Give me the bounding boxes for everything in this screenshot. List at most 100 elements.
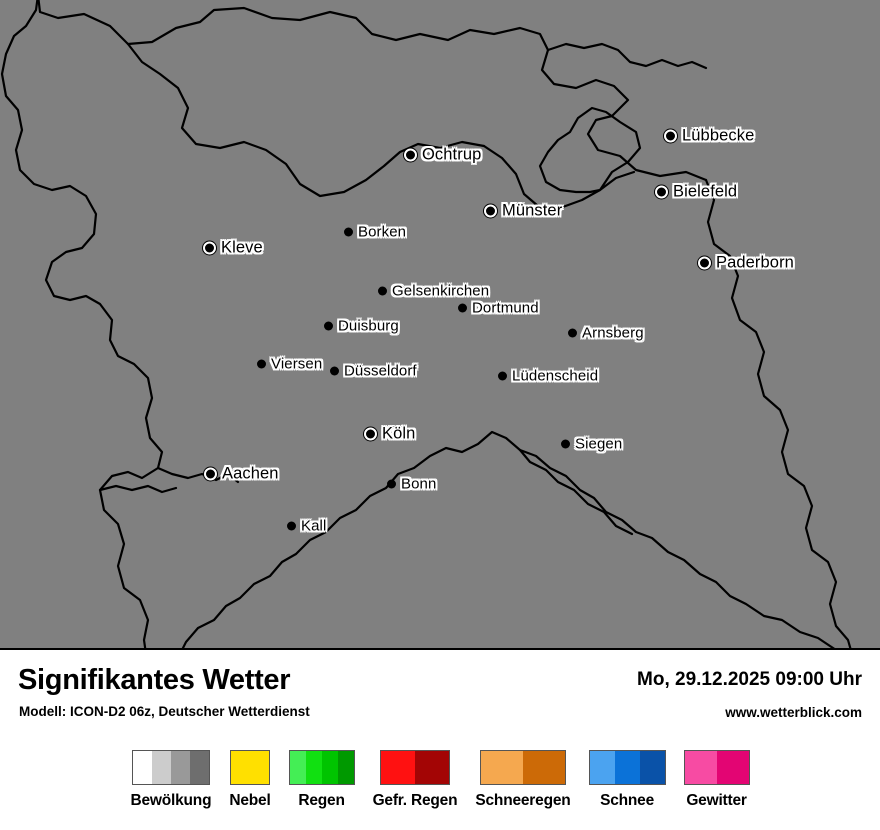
city-label: Arnsberg — [582, 324, 644, 342]
city-label: Lüdenscheid — [512, 367, 599, 385]
city-dot-icon — [498, 371, 507, 381]
city-dot-icon — [568, 328, 577, 338]
city-marker: Duisburg — [324, 318, 399, 335]
city-marker: Bielefeld — [655, 183, 737, 202]
forecast-datetime: Mo, 29.12.2025 09:00 Uhr — [637, 669, 862, 690]
city-label: Ochtrup — [422, 145, 482, 164]
legend-label: Bewölkung — [130, 792, 212, 809]
weather-map-panel[interactable]: Ochtrup Münster Kleve Borken Lübbecke Bielefe… — [0, 0, 880, 650]
website-url: www.wetterblick.com — [725, 705, 862, 720]
city-label: Kleve — [221, 238, 263, 257]
legend-color-segment — [522, 751, 565, 784]
city-marker: Gelsenkirchen — [378, 283, 489, 300]
city-marker: Münster — [484, 202, 562, 221]
city-marker: Kall — [287, 518, 326, 535]
legend-label: Regen — [298, 792, 345, 809]
city-dot-icon — [484, 204, 497, 218]
city-label: Gelsenkirchen — [392, 282, 490, 300]
rain-swatch — [288, 750, 355, 785]
city-marker: Siegen — [561, 436, 622, 453]
city-marker: Köln — [364, 425, 415, 444]
city-dot-icon — [387, 479, 396, 489]
legend-item-snow: Schnee — [588, 750, 666, 810]
legend-color-segment — [289, 751, 306, 784]
city-dot-icon — [404, 148, 417, 162]
city-marker: Arnsberg — [568, 325, 644, 342]
city-label: Duisburg — [338, 317, 399, 335]
footer-text-row: Signifikantes Wetter Modell: ICON-D2 06z… — [0, 650, 880, 720]
legend-color-segment — [321, 751, 338, 784]
fog-swatch — [229, 750, 270, 785]
city-label: Lübbecke — [682, 126, 755, 145]
cloud-cover-swatch — [131, 750, 210, 785]
legend-color-segment — [170, 751, 190, 784]
legend-color-segment — [480, 751, 523, 784]
legend-item-thunderstorm: Gewitter — [683, 750, 750, 810]
legend-label: Schnee — [600, 792, 654, 809]
significant-weather-raster — [0, 0, 880, 648]
legend-item-freezing-rain: Gefr. Regen — [373, 750, 458, 810]
city-label: Siegen — [575, 435, 623, 453]
footer-panel: Signifikantes Wetter Modell: ICON-D2 06z… — [0, 650, 880, 830]
legend-item-fog: Nebel — [229, 750, 271, 810]
city-dot-icon — [458, 303, 467, 313]
legend-color-segment — [151, 751, 171, 784]
city-marker: Lübbecke — [664, 127, 754, 146]
legend-color-segment — [230, 751, 269, 784]
legend-color-segment — [614, 751, 640, 784]
page-title: Signifikantes Wetter — [18, 664, 291, 696]
city-marker: Lüdenscheid — [498, 368, 598, 385]
administrative-borders-layer — [0, 0, 852, 648]
legend-item-sleet: Schneeregen — [475, 750, 571, 810]
city-marker: Düsseldorf — [330, 363, 417, 380]
city-label: Münster — [502, 201, 563, 220]
city-dot-icon — [257, 359, 266, 369]
legend-item-rain: Regen — [288, 750, 355, 810]
weather-legend: Bewölkung Nebel Regen Gefr. Regen Schneerege… — [0, 750, 880, 810]
city-marker: Borken — [344, 224, 406, 241]
city-marker: Aachen — [204, 465, 279, 484]
city-label: Borken — [358, 223, 407, 241]
legend-color-segment — [414, 751, 449, 784]
city-dot-icon — [203, 241, 216, 255]
city-dot-icon — [698, 256, 711, 270]
city-dot-icon — [204, 467, 217, 481]
city-label: Paderborn — [716, 253, 794, 272]
city-dot-icon — [664, 129, 677, 143]
city-dot-icon — [344, 227, 353, 237]
city-label: Kall — [301, 517, 327, 535]
city-label: Köln — [382, 424, 416, 443]
model-subtitle: Modell: ICON-D2 06z, Deutscher Wetterdie… — [19, 704, 310, 719]
city-label: Dortmund — [472, 299, 539, 317]
legend-label: Gefr. Regen — [372, 792, 458, 809]
city-dot-icon — [287, 521, 296, 531]
city-dot-icon — [561, 439, 570, 449]
legend-color-segment — [716, 751, 749, 784]
legend-label: Nebel — [229, 792, 271, 809]
city-marker: Viersen — [257, 356, 322, 373]
legend-color-segment — [684, 751, 717, 784]
legend-color-segment — [305, 751, 322, 784]
legend-color-segment — [337, 751, 354, 784]
legend-color-segment — [380, 751, 415, 784]
city-dot-icon — [378, 286, 387, 296]
legend-label: Gewitter — [686, 792, 747, 809]
city-dot-icon — [324, 321, 333, 331]
city-dot-icon — [655, 185, 668, 199]
city-labels-layer: Ochtrup Münster Kleve Borken Lübbecke Bielefe… — [203, 127, 794, 535]
legend-item-cloud-cover: Bewölkung — [130, 750, 212, 810]
city-marker: Kleve — [203, 239, 263, 258]
legend-label: Schneeregen — [475, 792, 571, 809]
city-dot-icon — [364, 427, 377, 441]
legend-color-segment — [132, 751, 152, 784]
city-label: Viersen — [271, 355, 323, 373]
freezing-rain-swatch — [379, 750, 450, 785]
city-label: Aachen — [222, 464, 279, 483]
city-dot-icon — [330, 366, 339, 376]
city-marker: Ochtrup — [404, 146, 481, 165]
thunderstorm-swatch — [683, 750, 750, 785]
city-label: Düsseldorf — [344, 362, 417, 380]
legend-color-segment — [189, 751, 209, 784]
legend-color-segment — [639, 751, 665, 784]
